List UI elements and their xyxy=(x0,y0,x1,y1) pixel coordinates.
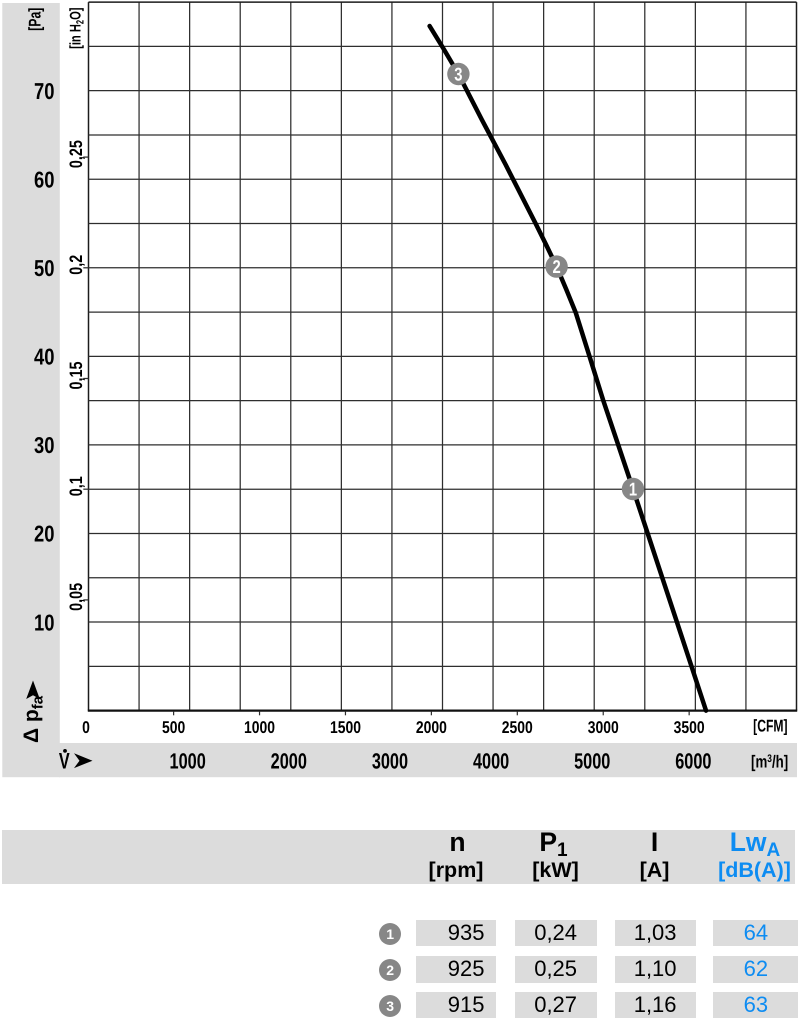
svg-text:3500: 3500 xyxy=(674,718,705,737)
svg-text:20: 20 xyxy=(34,521,54,547)
svg-text:[m3/h]: [m3/h] xyxy=(751,751,788,771)
svg-text:5000: 5000 xyxy=(574,748,610,773)
svg-text:[CFM]: [CFM] xyxy=(753,716,787,735)
svg-text:6000: 6000 xyxy=(675,748,711,773)
svg-text:0,2: 0,2 xyxy=(66,255,86,275)
svg-text:500: 500 xyxy=(162,718,185,737)
svg-text:3000: 3000 xyxy=(588,718,619,737)
svg-text:2000: 2000 xyxy=(271,748,307,773)
svg-text:4000: 4000 xyxy=(473,748,509,773)
svg-text:1000: 1000 xyxy=(244,718,275,737)
svg-text:0,15: 0,15 xyxy=(66,361,86,389)
svg-text:0,1: 0,1 xyxy=(66,476,86,496)
svg-text:1500: 1500 xyxy=(330,718,361,737)
svg-text:0,05: 0,05 xyxy=(66,583,86,611)
svg-text:70: 70 xyxy=(34,78,54,104)
svg-text:0,25: 0,25 xyxy=(66,140,86,168)
svg-text:40: 40 xyxy=(34,344,54,370)
svg-text:50: 50 xyxy=(34,255,54,281)
svg-text:0: 0 xyxy=(82,718,90,737)
svg-text:2: 2 xyxy=(552,256,560,277)
svg-text:60: 60 xyxy=(34,166,54,192)
svg-text:[in H2O]: [in H2O] xyxy=(68,8,87,49)
svg-text:1: 1 xyxy=(629,479,637,500)
svg-text:1000: 1000 xyxy=(170,748,206,773)
svg-text:[Pa]: [Pa] xyxy=(26,8,45,31)
svg-text:V: V xyxy=(59,749,70,774)
svg-text:2500: 2500 xyxy=(502,718,533,737)
svg-text:10: 10 xyxy=(34,609,54,635)
svg-text:3: 3 xyxy=(454,64,462,85)
svg-text:30: 30 xyxy=(34,432,54,458)
svg-text:3000: 3000 xyxy=(372,748,408,773)
svg-text:2000: 2000 xyxy=(416,718,447,737)
